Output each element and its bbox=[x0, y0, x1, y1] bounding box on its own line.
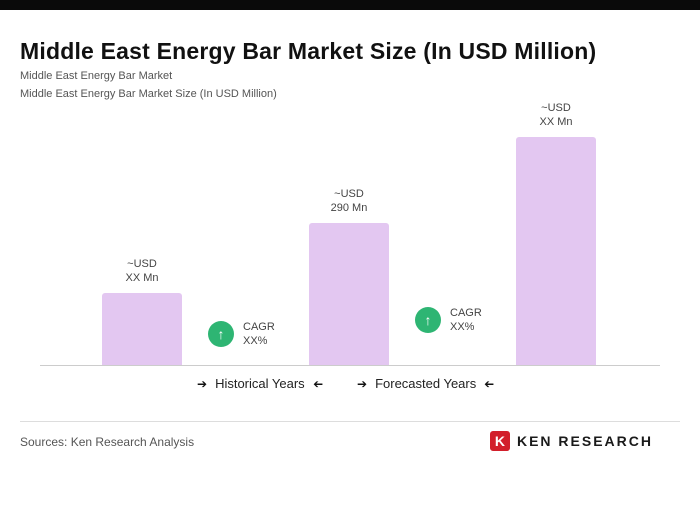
bar-chart: ~USD XX Mn ~USD 290 Mn ~USD XX Mn ↑ CAGR… bbox=[0, 95, 700, 405]
x-axis-baseline bbox=[40, 365, 660, 366]
subtitle-line-2: Middle East Energy Bar Market Size (In U… bbox=[20, 88, 277, 100]
cagr-badge-forecast: ↑ CAGR XX% bbox=[415, 306, 482, 334]
cagr-label: CAGR XX% bbox=[243, 321, 275, 347]
bar bbox=[516, 137, 596, 365]
arrow-left-icon: ➔ bbox=[312, 376, 323, 391]
arrow-right-icon: ➔ bbox=[357, 376, 368, 391]
sources-note: Sources: Ken Research Analysis bbox=[20, 435, 195, 449]
bar-value-label: ~USD XX Mn bbox=[539, 102, 573, 128]
ken-research-logo: K KEN RESEARCH bbox=[489, 431, 653, 451]
arrow-right-icon: ➔ bbox=[197, 376, 208, 391]
top-accent-bar bbox=[0, 0, 700, 10]
ken-research-logo-icon: K bbox=[489, 431, 510, 451]
bar-group-historical-start: ~USD XX Mn bbox=[102, 257, 182, 365]
bar-group-base-year: ~USD 290 Mn bbox=[309, 187, 389, 365]
axis-section-label: Forecasted Years bbox=[375, 376, 477, 391]
footer-divider bbox=[20, 421, 680, 422]
cagr-badge-historical: ↑ CAGR XX% bbox=[208, 320, 275, 348]
axis-section-forecasted: ➔ Forecasted Years ➔ bbox=[357, 376, 494, 391]
bar bbox=[102, 293, 182, 365]
ken-research-logo-text: KEN RESEARCH bbox=[516, 433, 653, 449]
arrow-left-icon: ➔ bbox=[484, 376, 495, 391]
bar-group-forecast-end: ~USD XX Mn bbox=[516, 101, 596, 365]
cagr-label: CAGR XX% bbox=[450, 307, 482, 333]
growth-up-arrow-icon: ↑ bbox=[208, 321, 234, 347]
subtitle-block: Middle East Energy Bar Market Middle Eas… bbox=[20, 67, 277, 103]
bar-value-label: ~USD XX Mn bbox=[125, 258, 159, 284]
page-title: Middle East Energy Bar Market Size (In U… bbox=[20, 38, 597, 65]
axis-section-historical: ➔ Historical Years ➔ bbox=[197, 376, 323, 391]
growth-up-arrow-icon: ↑ bbox=[415, 307, 441, 333]
axis-section-label: Historical Years bbox=[215, 376, 305, 391]
bar bbox=[309, 223, 389, 365]
subtitle-line-1: Middle East Energy Bar Market bbox=[20, 70, 173, 82]
bar-value-label: ~USD 290 Mn bbox=[330, 188, 368, 214]
